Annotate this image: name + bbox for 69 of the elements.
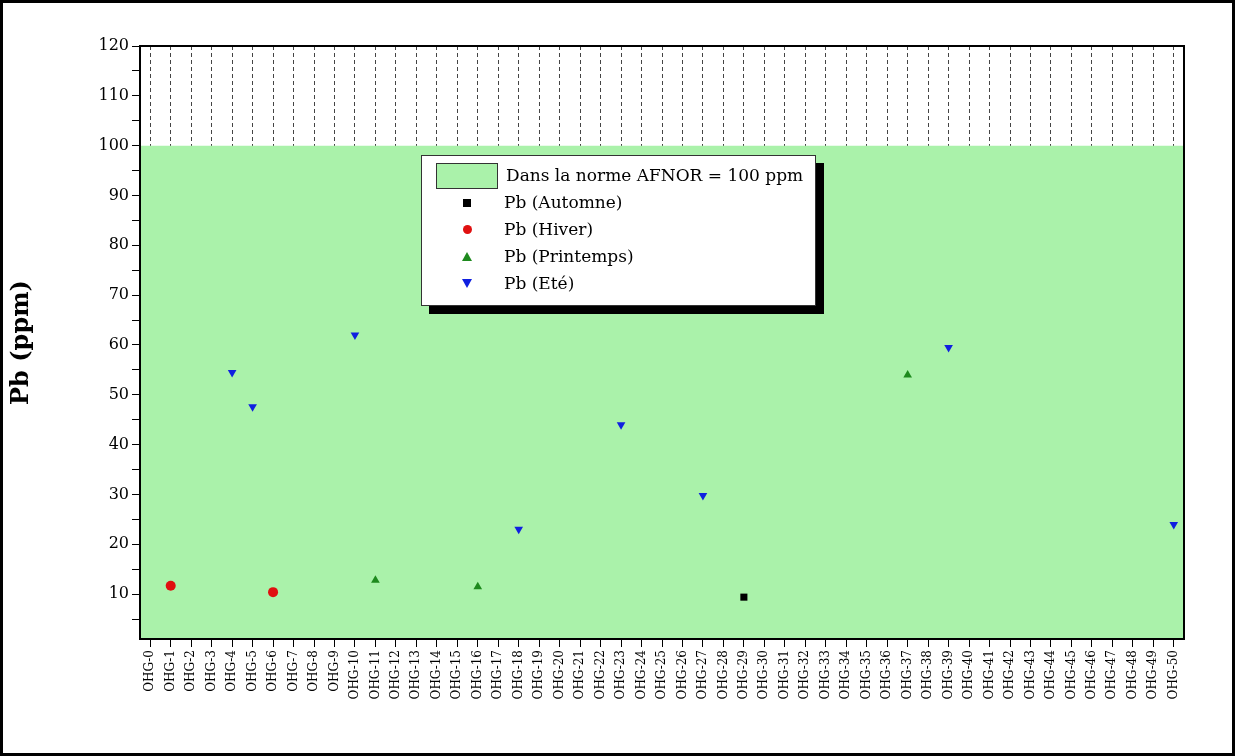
x-tick-label: OHG-6 [265,650,280,692]
x-tick-label: OHG-9 [326,650,341,692]
x-tick-label: OHG-0 [142,650,157,692]
x-tick-label: OHG-22 [592,650,607,700]
x-tick-label: OHG-41 [981,650,996,700]
x-tick-label: OHG-43 [1022,650,1037,700]
x-tick-label: OHG-2 [183,650,198,692]
x-tick-label: OHG-37 [899,650,914,700]
y-tick-label: 50 [108,383,129,403]
x-tick-label: OHG-25 [654,650,669,700]
x-tick-label: OHG-10 [347,650,362,700]
band-label: Dans la norme AFNOR = 100 ppm [506,164,804,187]
y-tick-label: 70 [108,284,129,304]
x-tick-label: OHG-32 [797,650,812,700]
x-tick-label: OHG-29 [736,650,751,700]
x-tick-label: OHG-3 [203,650,218,692]
y-tick-label: 90 [108,184,129,204]
x-tick-label: OHG-42 [1002,650,1017,700]
x-tick-label: OHG-26 [674,650,689,700]
y-tick-label: 120 [98,35,129,55]
x-tick-label: OHG-47 [1104,650,1119,700]
x-tick-label: OHG-36 [879,650,894,700]
x-tick-label: OHG-39 [940,650,955,700]
x-tick-label: OHG-7 [285,650,300,692]
x-tick-label: OHG-46 [1084,650,1099,700]
x-tick-label: OHG-33 [817,650,832,700]
x-tick-label: OHG-21 [572,650,587,700]
y-tick-label: 30 [108,483,129,503]
x-tick-label: OHG-40 [961,650,976,700]
y-tick-label: 80 [108,234,129,254]
x-tick-label: OHG-50 [1165,650,1180,700]
x-tick-label: OHG-18 [510,650,525,700]
legend-label: Pb (Hiver) [504,218,594,241]
x-tick-label: OHG-12 [388,650,403,700]
x-tick-label: OHG-15 [449,650,464,700]
legend-label: Pb (Eté) [504,272,575,295]
x-tick-label: OHG-44 [1043,649,1058,700]
x-tick-label: OHG-11 [367,650,382,700]
x-tick-label: OHG-28 [715,650,730,700]
y-tick-label: 100 [98,134,129,154]
y-tick-label: 60 [108,334,129,354]
legend-label: Pb (Printemps) [504,245,634,268]
x-tick-label: OHG-8 [306,650,321,692]
x-tick-label: OHG-5 [244,650,259,692]
x-tick-label: OHG-27 [695,650,710,700]
x-tick-label: OHG-24 [633,649,648,700]
y-tick-label: 40 [108,433,129,453]
x-tick-label: OHG-19 [531,650,546,700]
x-tick-label: OHG-48 [1124,650,1139,700]
x-tick-label: OHG-31 [776,650,791,700]
legend-label: Pb (Automne) [504,191,623,214]
x-tick-label: OHG-49 [1145,650,1160,700]
x-tick-label: OHG-13 [408,650,423,700]
y-tick-label: 110 [98,84,129,104]
y-tick-label: 20 [108,533,129,553]
x-tick-label: OHG-20 [551,650,566,700]
x-tick-label: OHG-34 [838,649,853,700]
x-tick-label: OHG-4 [224,649,239,692]
x-tick-label: OHG-14 [428,649,443,700]
x-tick-label: OHG-16 [469,650,484,700]
x-tick-label: OHG-30 [756,650,771,700]
x-tick-label: OHG-1 [162,650,177,692]
x-tick-label: OHG-38 [920,650,935,700]
x-tick-label: OHG-23 [613,650,628,700]
x-tick-label: OHG-45 [1063,650,1078,700]
y-axis-title: Pb (ppm) [4,280,34,405]
y-tick-label: 10 [108,583,129,603]
x-tick-label: OHG-35 [858,650,873,700]
x-tick-label: OHG-17 [490,650,505,700]
